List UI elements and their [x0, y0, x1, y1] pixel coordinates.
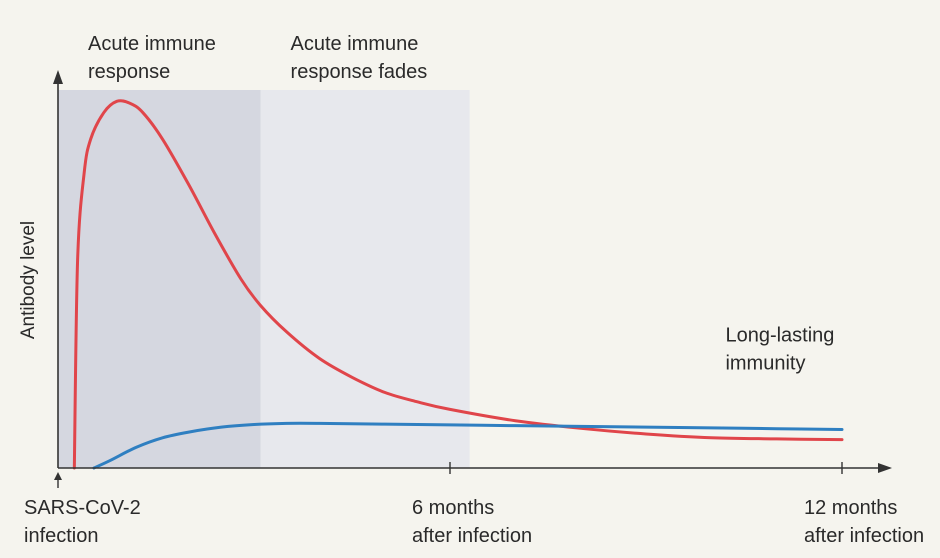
annotation-line-2: immunity: [725, 352, 805, 374]
x-ticks: SARS-CoV-2 infection 6 months after infecti…: [24, 462, 924, 547]
tick-arrow-0: [54, 472, 62, 480]
y-axis-label: Antibody level: [18, 221, 39, 339]
region-label-1-line-2: response fades: [291, 61, 428, 83]
tick-label-1-line-2: after infection: [412, 525, 532, 547]
tick-label-0: SARS-CoV-2 infection: [24, 497, 141, 547]
annotation-long-lasting: Long-lasting immunity: [725, 324, 840, 374]
region-label-0: Acute immune response: [88, 33, 216, 83]
tick-label-1-line-1: 6 months: [412, 497, 494, 519]
region-1: [260, 90, 470, 468]
tick-label-0-line-1: SARS-CoV-2: [24, 497, 141, 519]
annotation-line-1: Long-lasting: [725, 324, 834, 346]
region-label-0-line-1: Acute immune: [88, 33, 216, 55]
tick-label-1: 6 months after infection: [412, 497, 532, 547]
series-line-1: [92, 421, 844, 470]
series-line-0: [72, 99, 844, 470]
tick-label-0-line-2: infection: [24, 525, 99, 547]
region-label-1-line-1: Acute immune: [291, 33, 419, 55]
tick-label-2-line-2: after infection: [804, 525, 924, 547]
region-0: [58, 90, 261, 468]
tick-label-2-line-1: 12 months: [804, 497, 897, 519]
shaded-regions: [58, 90, 470, 468]
tick-label-2: 12 months after infection: [804, 497, 924, 547]
x-axis-arrow: [878, 463, 892, 473]
region-label-1: Acute immune response fades: [291, 33, 428, 83]
y-axis-arrow: [53, 70, 63, 84]
region-label-0-line-2: response: [88, 61, 170, 83]
region-labels: Acute immune response Acute immune response…: [88, 33, 427, 83]
series-lines: [72, 99, 844, 470]
